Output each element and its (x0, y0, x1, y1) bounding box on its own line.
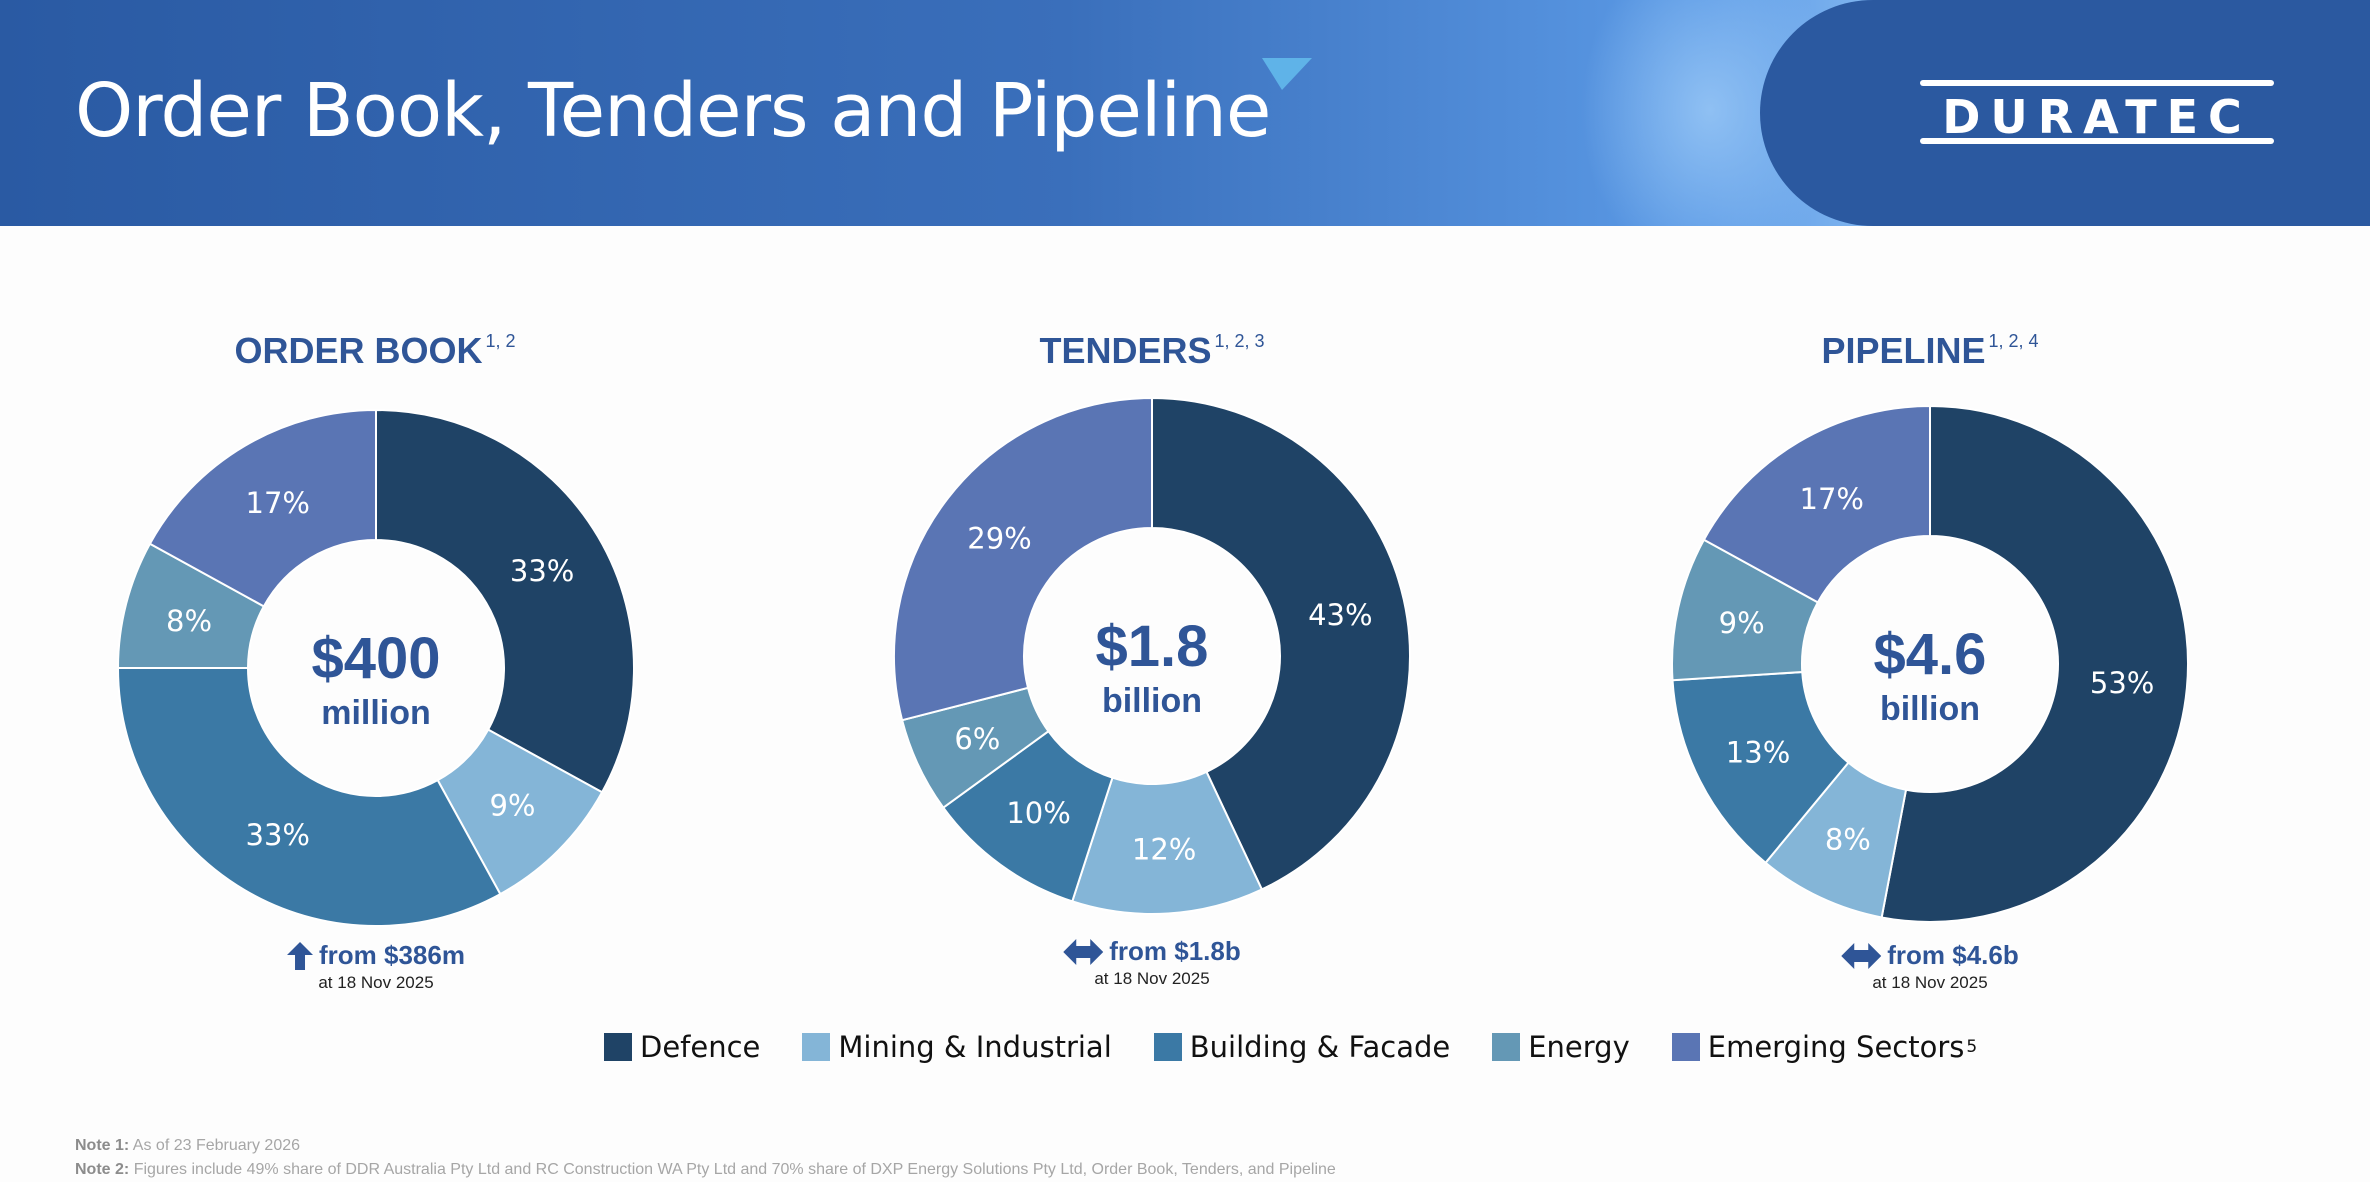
legend-label-defence: Defence (640, 1030, 761, 1064)
note-1: Note 1: As of 23 February 2026 (75, 1137, 301, 1154)
header-banner: Order Book, Tenders and Pipeline DURATEC (0, 0, 2370, 226)
legend-swatch-emerging-sectors (1671, 1033, 1700, 1061)
accent-triangle-icon (1262, 58, 1312, 90)
center-value-tenders: $1.8 (1096, 614, 1209, 679)
legend-item-building-facade: Building & Facade (1153, 1030, 1451, 1064)
change-date-tenders: at 18 Nov 2025 (1094, 969, 1210, 988)
change-tenders: from $1.8b at 18 Nov 2025 (1063, 936, 1241, 989)
center-unit-order-book: million (321, 694, 431, 732)
slice-label-pipeline-0: 53% (2090, 666, 2154, 700)
legend-label-energy: Energy (1528, 1030, 1630, 1064)
slice-order-book-defence (375, 408, 635, 794)
logo-bar-bottom (1920, 138, 2274, 144)
change-text-pipeline: from $4.6b (1887, 940, 2019, 970)
slice-order-book-emerging-sectors (148, 408, 377, 608)
center-value-pipeline: $4.6 (1874, 622, 1987, 687)
slice-label-tenders-3: 6% (954, 722, 1000, 756)
slice-label-tenders-4: 29% (967, 522, 1031, 556)
center-value-order-book: $400 (311, 626, 440, 691)
slice-label-order-book-4: 17% (246, 486, 310, 520)
slice-tenders-defence (1151, 396, 1411, 891)
slice-label-pipeline-1: 8% (1825, 823, 1871, 857)
slice-label-order-book-0: 33% (510, 554, 574, 588)
slice-pipeline-defence (1880, 404, 2189, 923)
change-pipeline: from $4.6b at 18 Nov 2025 (1841, 940, 2019, 993)
legend-swatch-building-facade (1153, 1033, 1182, 1061)
double-arrow-icon (1841, 942, 1882, 969)
slice-label-tenders-1: 12% (1132, 833, 1196, 867)
legend-item-energy: Energy (1492, 1030, 1630, 1064)
legend-swatch-energy (1492, 1033, 1521, 1061)
change-date-order-book: at 18 Nov 2025 (318, 973, 434, 992)
slice-label-pipeline-2: 13% (1726, 736, 1790, 770)
change-order-book: from $386m at 18 Nov 2025 (287, 940, 465, 993)
legend-item-mining-industrial: Mining & Industrial (802, 1030, 1112, 1064)
footnotes: Note 1: As of 23 February 2026 Note 2: F… (75, 1134, 1336, 1182)
slice-label-order-book-2: 33% (246, 818, 310, 852)
slice-label-tenders-2: 10% (1006, 796, 1070, 830)
center-unit-pipeline: billion (1880, 690, 1980, 728)
chart-title-order-book: ORDER BOOK 1, 2 (234, 330, 516, 371)
legend-swatch-mining-industrial (802, 1033, 831, 1061)
change-date-pipeline: at 18 Nov 2025 (1872, 973, 1988, 992)
logo-panel (1760, 0, 2370, 226)
change-text-order-book: from $386m (319, 940, 465, 970)
note-2: Note 2: Figures include 49% share of DDR… (75, 1161, 1336, 1178)
legend-footnote-marker: 5 (1966, 1037, 1978, 1057)
slice-label-order-book-3: 8% (166, 604, 212, 638)
legend-item-defence: Defence (604, 1030, 760, 1064)
slice-order-book-building-facade (116, 667, 502, 927)
legend-label-emerging-sectors: Emerging Sectors (1707, 1030, 1965, 1064)
slice-tenders-emerging-sectors (893, 396, 1153, 722)
logo-text: DURATEC (1942, 90, 2252, 144)
change-text-tenders: from $1.8b (1109, 936, 1241, 966)
slice-pipeline-emerging-sectors (1702, 404, 1931, 604)
logo-bar-top (1920, 80, 2274, 86)
slice-label-pipeline-4: 17% (1800, 482, 1864, 516)
slice-label-tenders-0: 43% (1308, 598, 1372, 632)
legend-label-building-facade: Building & Facade (1189, 1030, 1451, 1064)
page-title: Order Book, Tenders and Pipeline (75, 68, 1271, 154)
chart-title-pipeline: PIPELINE 1, 2, 4 (1821, 330, 2039, 371)
slice-label-pipeline-3: 9% (1719, 606, 1765, 640)
legend-swatch-defence (604, 1033, 632, 1061)
slice-label-order-book-1: 9% (489, 788, 535, 822)
up-arrow-icon (287, 941, 314, 970)
chart-legend: Defence Mining & Industrial Building & F… (604, 1030, 2019, 1064)
legend-item-emerging-sectors: Emerging Sectors 5 (1671, 1030, 1978, 1064)
chart-title-tenders: TENDERS 1, 2, 3 (1039, 330, 1265, 371)
company-logo: DURATEC (1912, 80, 2282, 144)
double-arrow-icon (1063, 938, 1104, 965)
center-unit-tenders: billion (1102, 682, 1202, 720)
legend-label-mining-industrial: Mining & Industrial (838, 1030, 1112, 1064)
